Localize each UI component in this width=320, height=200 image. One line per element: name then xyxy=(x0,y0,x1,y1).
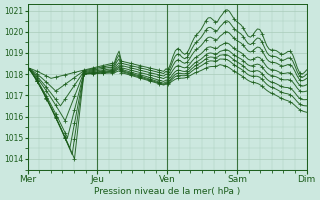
X-axis label: Pression niveau de la mer( hPa ): Pression niveau de la mer( hPa ) xyxy=(94,187,240,196)
